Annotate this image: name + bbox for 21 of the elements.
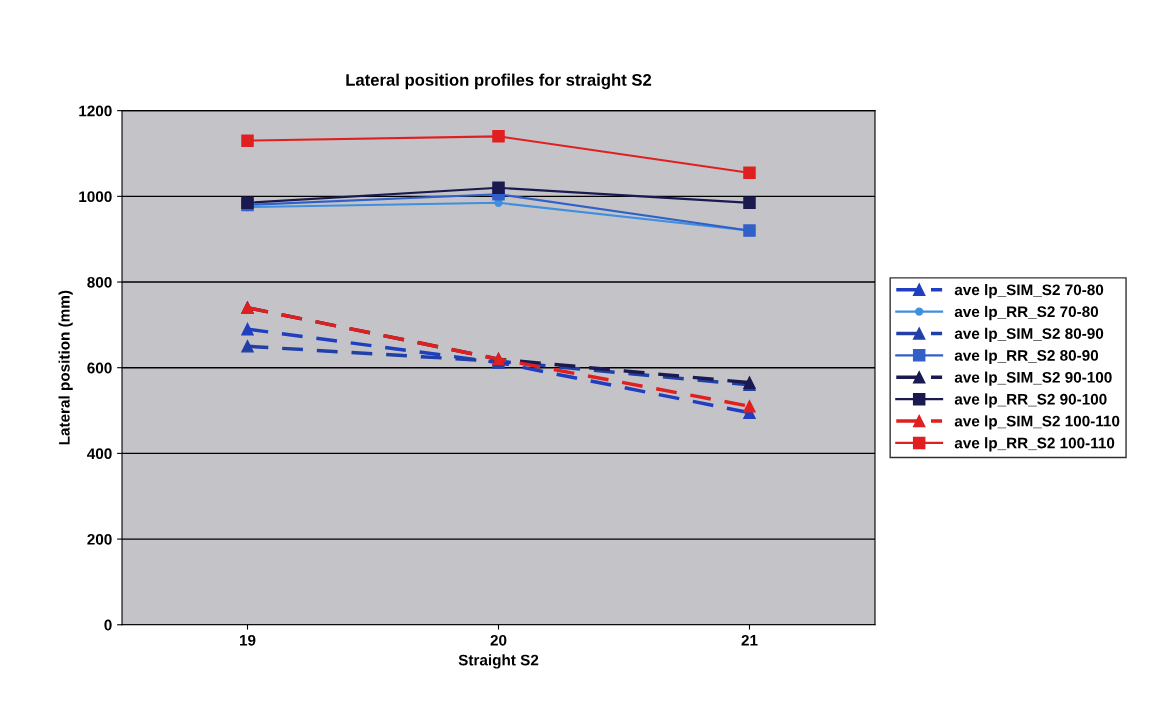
x-axis-title: Straight S2: [458, 654, 539, 669]
y-tick-label: 600: [87, 362, 112, 374]
y-tick-label: 200: [87, 533, 112, 545]
legend-label: ave lp_RR_S2 100-110: [954, 437, 1115, 452]
y-tick-label: 800: [87, 276, 112, 288]
legend-label: ave lp_RR_S2 70-80: [954, 305, 1099, 321]
legend-label: ave lp_RR_S2 90-100: [954, 393, 1107, 408]
legend-label: ave lp_SIM_S2 100-110: [954, 415, 1120, 430]
legend-label: ave lp_RR_S2 80-90: [954, 349, 1099, 364]
chart-title: Lateral position profiles for straight S2: [346, 73, 652, 90]
x-tick-label: 21: [741, 634, 758, 646]
y-axis-title: Lateral position (mm): [58, 290, 73, 445]
y-tick-label: 400: [87, 448, 112, 460]
y-tick-label: 0: [104, 619, 112, 631]
legend-label: ave lp_SIM_S2 90-100: [954, 371, 1112, 386]
x-tick-label: 20: [490, 634, 507, 646]
legend-label: ave lp_SIM_S2 70-80: [954, 284, 1104, 299]
y-tick-label: 1000: [79, 191, 112, 203]
x-tick-label: 19: [239, 634, 256, 646]
y-tick-label: 1200: [79, 105, 112, 117]
legend-label: ave lp_SIM_S2 80-90: [954, 327, 1104, 343]
